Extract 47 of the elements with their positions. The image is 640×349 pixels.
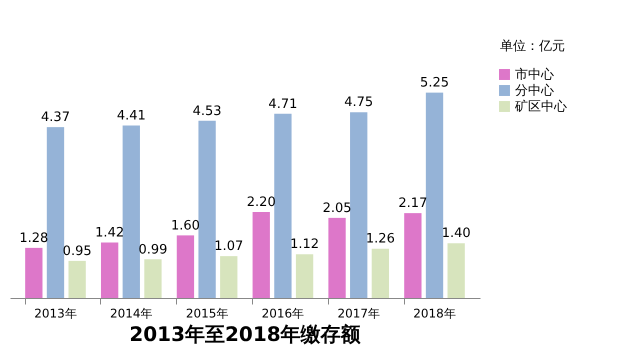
data-label: 0.99 — [138, 242, 168, 258]
data-label: 2.17 — [398, 196, 428, 212]
bar — [144, 259, 162, 298]
data-label: 2.20 — [246, 194, 276, 210]
data-label: 5.25 — [420, 76, 449, 91]
bar — [404, 213, 422, 298]
bar — [274, 114, 292, 298]
bar — [176, 235, 194, 298]
data-label: 4.37 — [41, 110, 70, 126]
x-tick-label: 2016年 — [262, 306, 304, 320]
legend-label: 矿区中心 — [514, 98, 567, 114]
data-label: 1.12 — [290, 237, 320, 252]
data-label: 1.42 — [95, 225, 124, 240]
data-label: 0.95 — [62, 244, 92, 259]
x-tick-label: 2013年 — [34, 306, 77, 320]
bar — [426, 92, 444, 298]
bar — [25, 248, 42, 298]
bar — [122, 126, 140, 298]
bar — [46, 127, 64, 298]
data-label: 1.28 — [19, 230, 48, 246]
x-tick-label: 2015年 — [186, 306, 228, 320]
bar — [372, 248, 390, 298]
x-tick-label: 2014年 — [110, 306, 153, 320]
bar — [448, 243, 465, 298]
legend-label: 分中心 — [515, 82, 554, 98]
data-label: 4.75 — [344, 95, 374, 110]
data-label: 1.07 — [214, 239, 244, 254]
data-label: 4.71 — [268, 96, 298, 112]
data-label: 1.26 — [366, 232, 395, 247]
x-tick-label: 2017年 — [337, 306, 380, 320]
data-label: 4.53 — [192, 104, 222, 119]
bar — [220, 256, 238, 298]
bar — [100, 242, 118, 298]
x-tick-label: 2018年 — [413, 306, 456, 320]
data-label: 1.60 — [170, 218, 200, 234]
bar — [350, 112, 368, 298]
bar — [68, 260, 86, 298]
bar — [198, 120, 216, 298]
data-label: 2.05 — [322, 200, 352, 216]
text: 2013年至2018年缴存额 — [129, 322, 362, 346]
bar — [328, 218, 346, 298]
data-label: 4.41 — [116, 108, 146, 124]
bar — [296, 254, 314, 298]
bar — [252, 212, 270, 298]
data-label: 1.40 — [442, 226, 471, 242]
text: 单位：亿元 — [500, 39, 565, 54]
legend-label: 市中心 — [515, 66, 554, 82]
